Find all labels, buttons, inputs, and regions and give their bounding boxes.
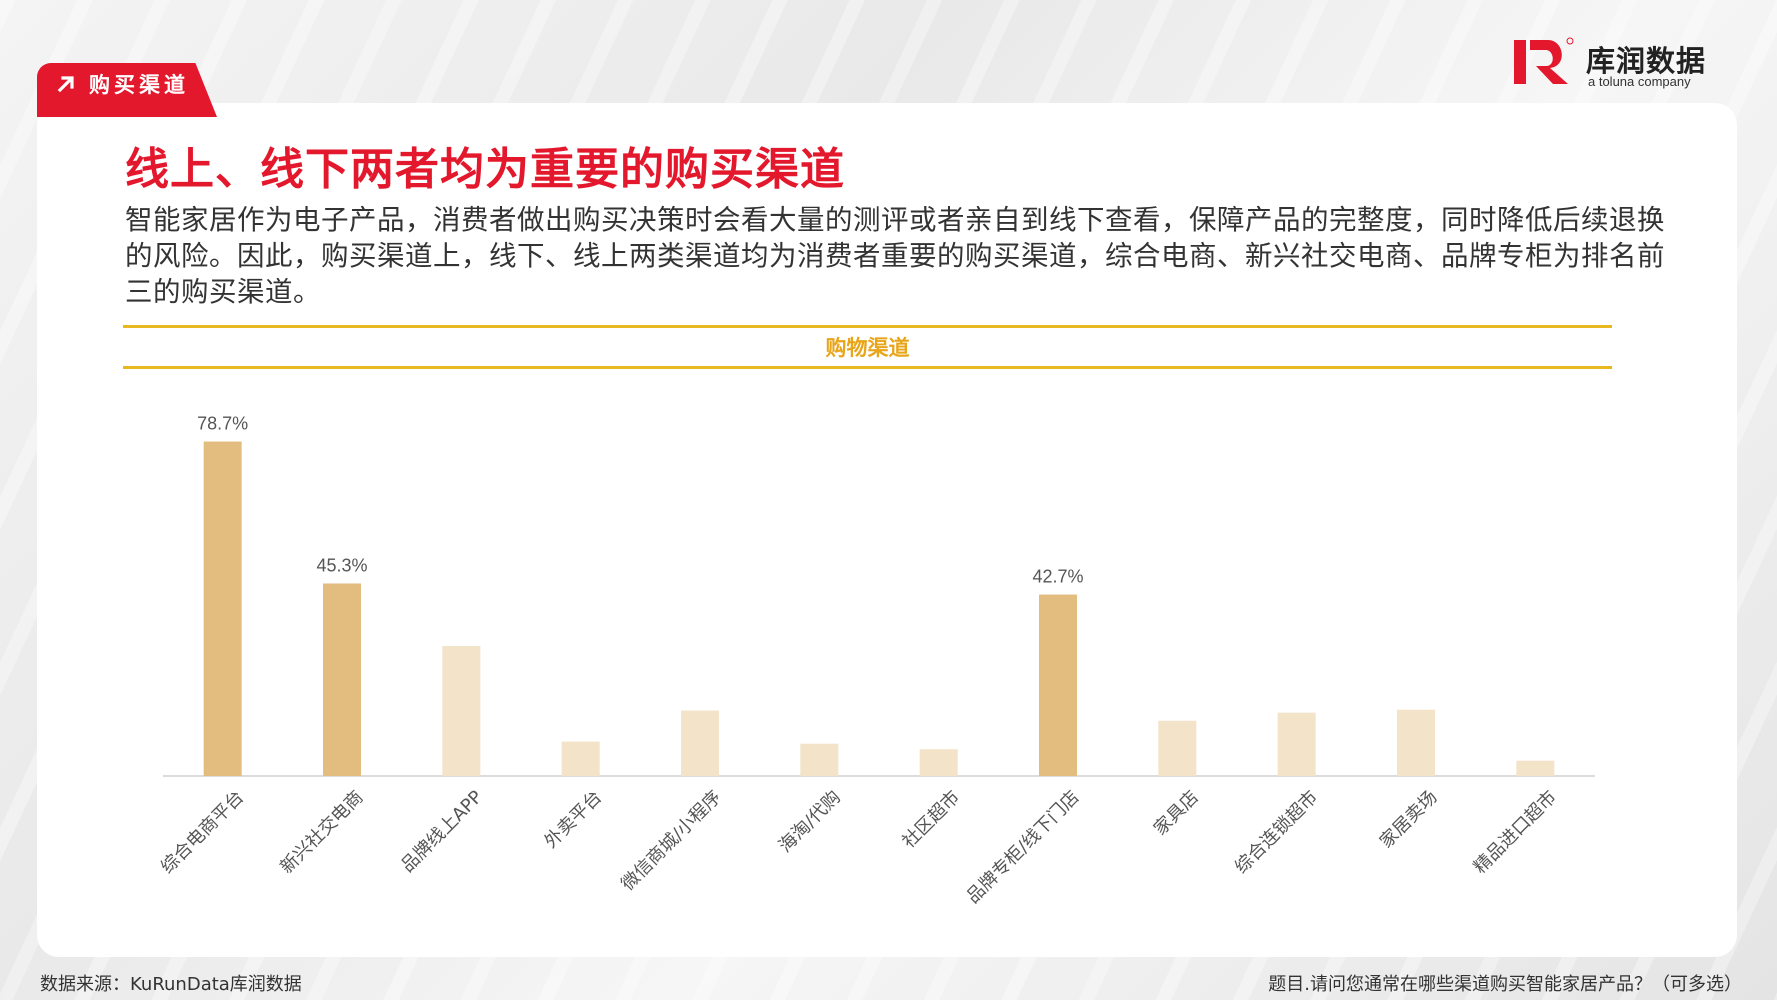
footer-question: 题目.请问您通常在哪些渠道购买智能家居产品？（可多选） (1268, 974, 1742, 995)
section-tag: 购买渠道 (37, 63, 217, 117)
bar (323, 583, 361, 776)
x-tick-label: 品牌线上APP (397, 787, 487, 877)
x-tick-label: 家居卖场 (1376, 787, 1442, 853)
x-tick-label: 外卖平台 (540, 787, 606, 853)
x-tick-label: 家具店 (1150, 787, 1203, 840)
chart-header: 购物渠道 (123, 325, 1612, 369)
x-tick-label: 品牌专柜/线下门店 (963, 787, 1084, 908)
x-tick-label: 精品进口超市 (1470, 787, 1561, 878)
page-title: 线上、线下两者均为重要的购买渠道 (125, 144, 845, 195)
brand-logo: 库润数据 a toluna company (1512, 36, 1712, 92)
bar (800, 743, 839, 776)
bar (203, 441, 242, 776)
arrow-up-right-icon (57, 76, 74, 93)
bar (1277, 712, 1316, 776)
bar (561, 741, 600, 776)
bar (1397, 709, 1435, 776)
content-card (37, 103, 1737, 957)
bar (681, 710, 719, 776)
bar (442, 645, 481, 776)
page-description: 智能家居作为电子产品，消费者做出购买决策时会看大量的测评或者亲自到线下查看，保障… (125, 204, 1665, 308)
x-tick-label: 综合电商平台 (157, 787, 248, 878)
x-tick-label: 新兴社交电商 (276, 787, 367, 878)
x-tick-label: 综合连锁超市 (1231, 787, 1322, 878)
data-label: 42.7% (1032, 567, 1083, 587)
x-tick-label: 海淘/代购 (775, 787, 845, 857)
section-tag-label: 购买渠道 (89, 73, 189, 97)
data-label: 45.3% (316, 555, 367, 575)
bar (1039, 594, 1077, 776)
bar (1516, 760, 1555, 776)
brand-name: 库润数据 (1586, 44, 1707, 78)
brand-logo-mark (1514, 37, 1574, 84)
chart-header-label: 购物渠道 (825, 336, 910, 360)
bar (1158, 720, 1197, 776)
bar (919, 749, 958, 776)
data-label: 78.7% (197, 414, 248, 434)
brand-subtitle: a toluna company (1588, 74, 1691, 89)
footer-source: 数据来源：KuRunData库润数据 (40, 974, 302, 995)
x-tick-label: 社区超市 (898, 787, 964, 853)
x-tick-label: 微信商城/小程序 (617, 787, 725, 895)
